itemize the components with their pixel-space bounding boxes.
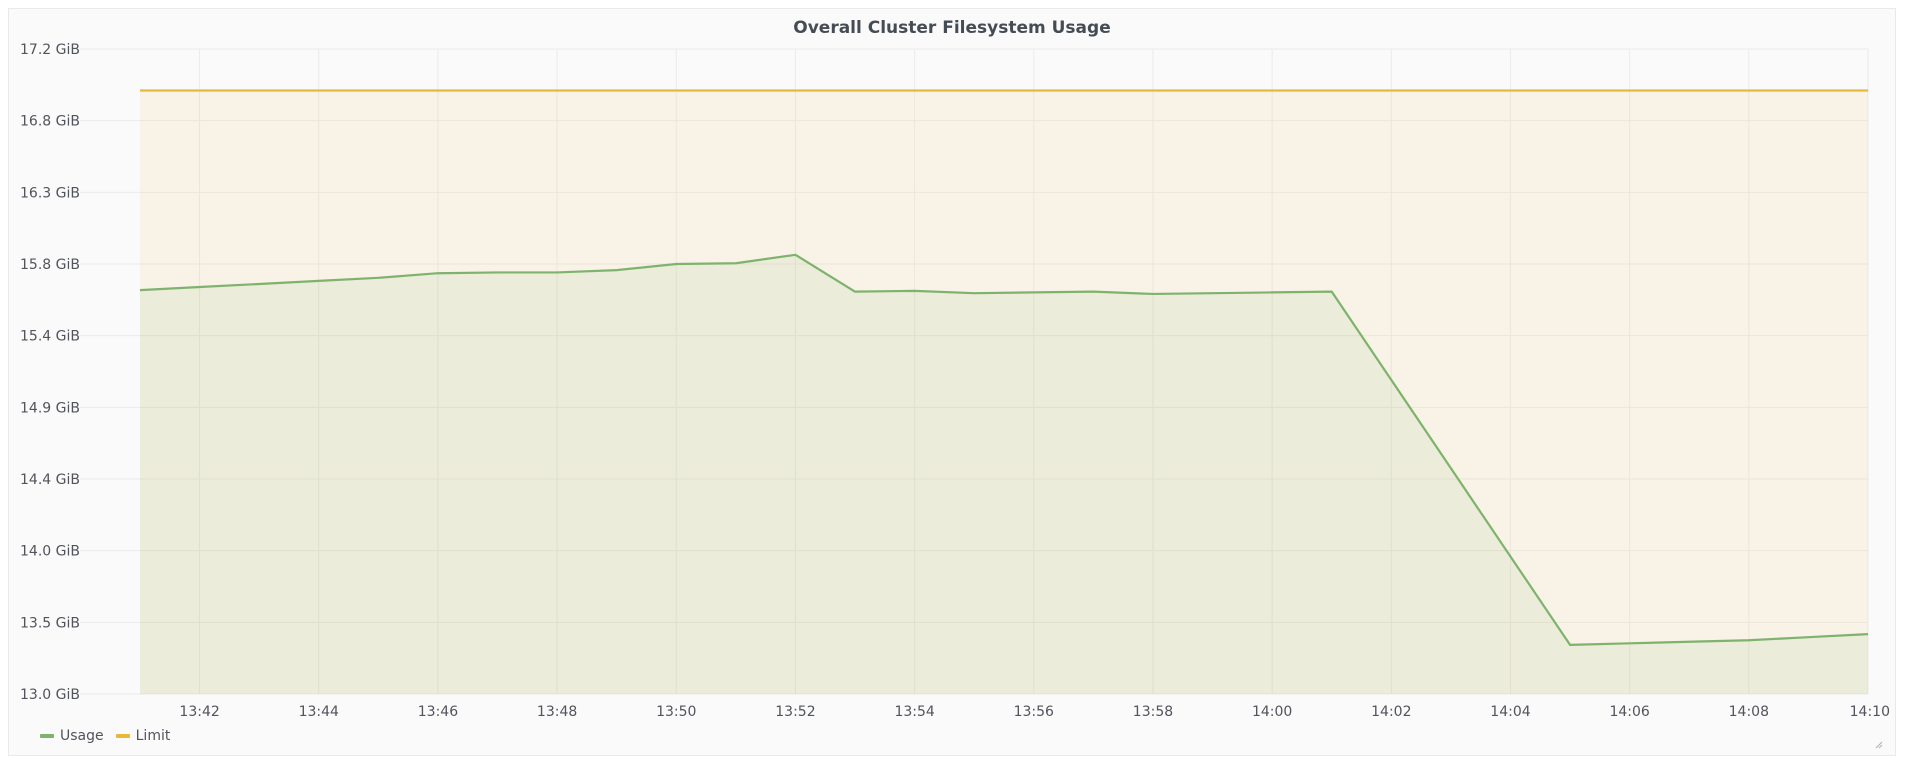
- line-layer: [139, 89, 1869, 646]
- x-axis-ticks: 13:42 13:44 13:46 13:48 13:50 13:52 13:54 13:56…: [179, 704, 1890, 720]
- x-tick-label: 14:08: [1729, 704, 1769, 720]
- legend-item-usage[interactable]: Usage: [40, 728, 104, 744]
- x-tick-label: 14:02: [1371, 704, 1411, 720]
- area-fill-limit: [140, 90, 1868, 694]
- y-tick-label: 17.2 GiB: [20, 42, 80, 58]
- x-tick-label: 13:58: [1133, 704, 1173, 720]
- area-layer: [140, 90, 1868, 695]
- y-tick-label: 15.4 GiB: [20, 329, 80, 345]
- x-tick-label: 13:52: [775, 704, 815, 720]
- panel-title[interactable]: Overall Cluster Filesystem Usage: [793, 18, 1111, 38]
- x-tick-label: 14:00: [1252, 704, 1292, 720]
- legend-swatch-usage: [40, 734, 54, 738]
- y-tick-label: 14.9 GiB: [20, 400, 80, 416]
- x-tick-label: 13:44: [299, 704, 339, 720]
- legend-swatch-limit: [115, 734, 130, 738]
- y-axis-ticks: 13.0 GiB 13.5 GiB 14.0 GiB 14.4 GiB 14.9 GiB…: [20, 42, 80, 703]
- y-tick-label: 13.5 GiB: [20, 615, 80, 631]
- chart-panel: Overall Cluster Filesystem Usage: [8, 8, 1896, 756]
- series-line-usage: [139, 253, 1869, 646]
- x-tick-label: 13:46: [418, 704, 458, 720]
- x-tick-label: 13:42: [179, 704, 219, 720]
- y-tick-label: 13.0 GiB: [20, 687, 80, 703]
- resize-handle-icon[interactable]: [1873, 734, 1883, 749]
- legend: Usage Limit: [40, 728, 182, 744]
- area-fill-usage: [140, 254, 1868, 695]
- y-tick-label: 14.0 GiB: [20, 544, 80, 560]
- x-tick-label: 14:10: [1850, 704, 1890, 720]
- x-tick-label: 13:54: [894, 704, 934, 720]
- legend-item-limit[interactable]: Limit: [115, 728, 171, 744]
- legend-label-usage: Usage: [60, 728, 104, 744]
- grid-layer: [80, 48, 1869, 695]
- x-tick-label: 14:06: [1609, 704, 1649, 720]
- x-tick-label: 14:04: [1490, 704, 1530, 720]
- x-tick-label: 13:48: [537, 704, 577, 720]
- x-tick-label: 13:50: [656, 704, 696, 720]
- y-tick-label: 14.4 GiB: [20, 472, 80, 488]
- x-tick-label: 13:56: [1014, 704, 1054, 720]
- y-tick-label: 16.3 GiB: [20, 185, 80, 201]
- legend-label-limit: Limit: [135, 728, 171, 744]
- y-tick-label: 16.8 GiB: [20, 114, 80, 130]
- y-tick-label: 15.8 GiB: [20, 257, 80, 273]
